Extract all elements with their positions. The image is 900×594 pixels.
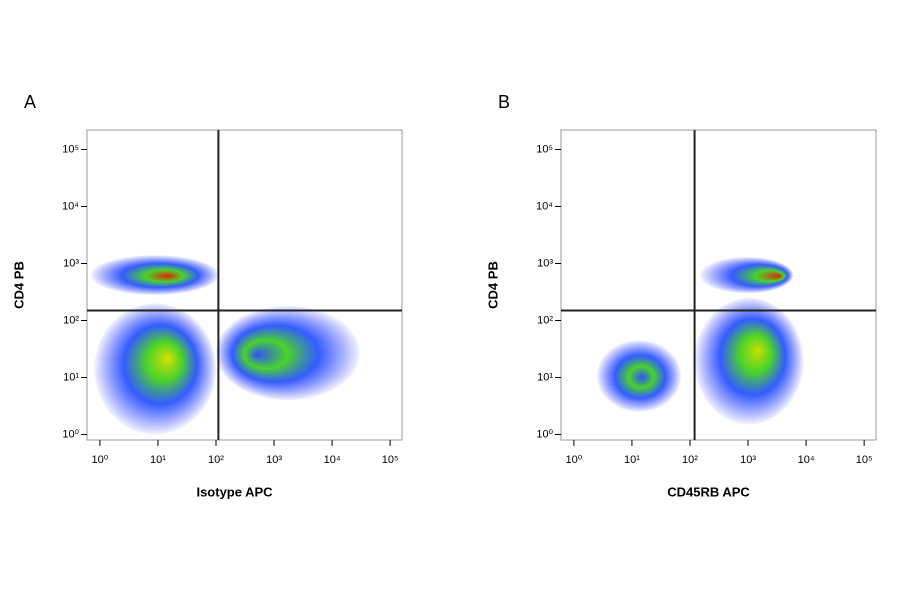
x-tick-label: 10¹ [150, 454, 166, 466]
x-tick-label: 10⁰ [92, 454, 109, 466]
x-tick-label: 10³ [740, 454, 756, 466]
plot-frame [560, 129, 877, 441]
cell-population [94, 303, 216, 435]
panel-label: A [24, 92, 36, 112]
plot-frame [86, 129, 403, 441]
y-tick-label: 10² [537, 314, 553, 326]
x-tick-label: 10⁵ [856, 454, 873, 466]
y-tick-label: 10² [63, 314, 79, 326]
cell-population [694, 297, 804, 425]
cell-population [596, 340, 681, 412]
y-tick-label: 10⁵ [62, 143, 79, 155]
y-tick-label: 10¹ [63, 371, 79, 383]
cell-population [90, 255, 219, 296]
y-axis-label: CD4 PB [485, 261, 500, 309]
x-tick-label: 10⁴ [798, 454, 815, 466]
x-tick-label: 10¹ [624, 454, 640, 466]
x-tick-label: 10⁰ [566, 454, 583, 466]
x-tick-label: 10⁴ [324, 454, 341, 466]
y-tick-label: 10³ [63, 257, 79, 269]
y-tick-label: 10³ [537, 257, 553, 269]
y-tick-label: 10⁵ [536, 143, 553, 155]
x-axis-label: CD45RB APC [667, 484, 750, 499]
x-tick-label: 10³ [266, 454, 282, 466]
y-tick-label: 10⁰ [62, 428, 79, 440]
y-axis-label: CD4 PB [11, 261, 26, 309]
x-tick-label: 10² [208, 454, 224, 466]
y-tick-label: 10⁴ [536, 200, 553, 212]
x-tick-label: 10⁵ [382, 454, 399, 466]
y-tick-label: 10¹ [537, 371, 553, 383]
x-tick-label: 10² [682, 454, 698, 466]
y-tick-label: 10⁴ [62, 200, 79, 212]
cell-population [700, 257, 794, 294]
cell-population [215, 305, 360, 401]
x-axis-label: Isotype APC [196, 484, 273, 499]
panel-label: B [498, 92, 510, 112]
y-tick-label: 10⁰ [536, 428, 553, 440]
